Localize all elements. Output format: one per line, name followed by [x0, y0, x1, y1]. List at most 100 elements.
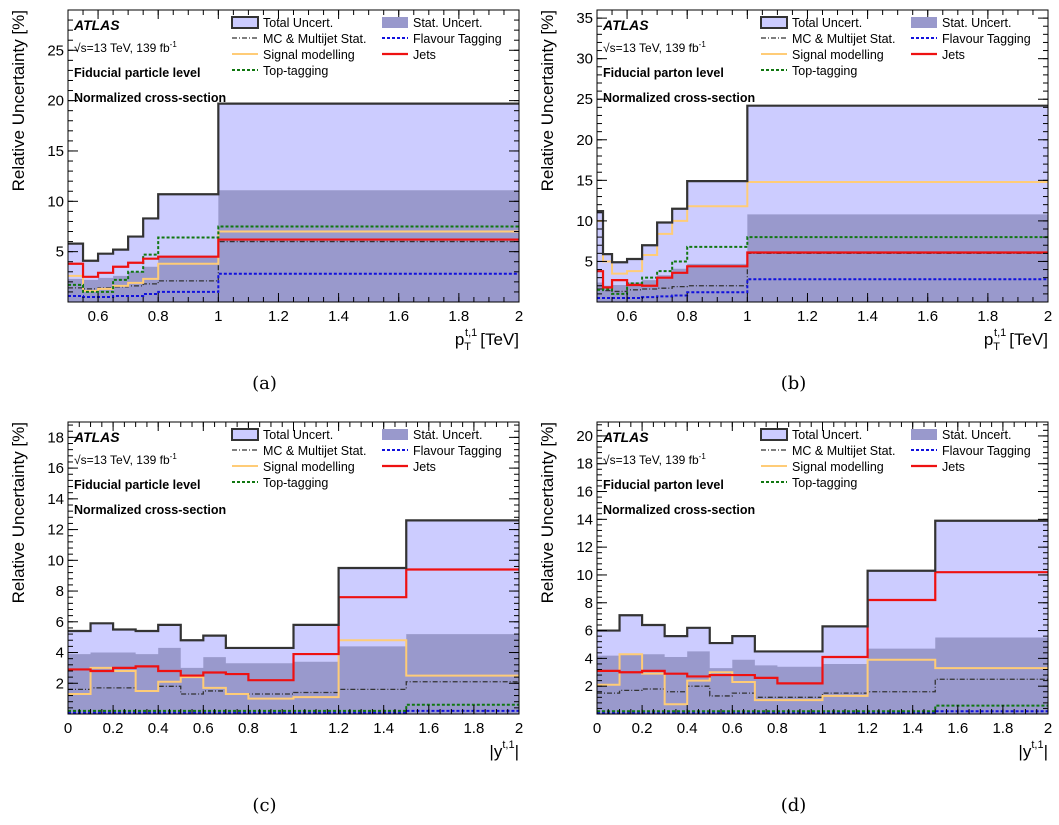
y-axis-label: Relative Uncertainty [%] [9, 10, 28, 191]
legend-label-jets: Jets [942, 460, 965, 474]
x-axis-label-unit: [TeV] [1009, 330, 1048, 349]
y-tick-label: 14 [576, 511, 593, 528]
panel-c: 0 0.2 0.4 0.6 0.8 1 1.2 1.4 1.6 1.8 2 2 4 6 8 10 12 14 16 1… [0, 412, 529, 824]
level-label: Fiducial parton level [603, 478, 724, 492]
y-tick-label: 5 [56, 244, 64, 261]
x-tick-label: 0.8 [148, 308, 169, 325]
legend-label-toptag: Top-tagging [792, 476, 857, 490]
legend-label-mc: MC & Multijet Stat. [263, 444, 367, 458]
x-tick-label: 2 [1044, 308, 1052, 325]
lumi-exponent: -1 [170, 452, 178, 461]
y-tick-label: 25 [576, 91, 593, 108]
y-tick-label: 8 [56, 583, 64, 600]
x-axis-label-main: |y [489, 742, 502, 761]
x-tick-label: 2 [515, 720, 523, 737]
x-tick-label: 1.8 [463, 720, 484, 737]
y-tick-label: 4 [56, 645, 64, 662]
legend-swatch-total [231, 428, 259, 441]
level-label: Fiducial particle level [74, 478, 200, 492]
legend-label-signal: Signal modelling [263, 48, 355, 62]
x-axis-label-sub: T [993, 341, 1000, 353]
x-tick-label: 1.4 [857, 308, 878, 325]
series-line-signal [68, 230, 519, 292]
x-tick-label: 0.6 [722, 720, 743, 737]
experiment-label: ATLAS [602, 429, 649, 445]
total-uncertainty-line [597, 519, 1048, 653]
experiment-label: ATLAS [73, 429, 120, 445]
y-tick-label: 20 [576, 132, 593, 149]
legend-label-mc: MC & Multijet Stat. [263, 32, 367, 46]
energy-lumi-label: √s=13 TeV, 139 fb-1 [603, 40, 706, 55]
x-axis-label: |yt,1| [489, 739, 519, 761]
y-tick-label: 15 [47, 143, 64, 160]
y-tick-label: 30 [576, 51, 593, 68]
legend-swatch-total [760, 428, 788, 441]
series-line-toptag [597, 236, 1048, 295]
y-tick-label: 2 [56, 675, 64, 692]
y-tick-label: 2 [585, 678, 593, 695]
y-tick-label: 4 [585, 650, 593, 667]
legend-swatch-total [760, 16, 788, 29]
legend-swatch-total [231, 16, 259, 29]
x-tick-label: 0.4 [677, 720, 698, 737]
lumi-exponent: -1 [170, 40, 178, 49]
chart-b: 0.6 0.8 1 1.2 1.4 1.6 1.8 25101520253035Relativ… [538, 9, 1052, 353]
x-tick-label: 0.8 [767, 720, 788, 737]
x-axis-label-unit: | [515, 742, 519, 761]
legend-label-flav: Flavour Tagging [942, 32, 1031, 46]
legend-swatch-stat [382, 429, 408, 440]
x-tick-label: 1 [818, 720, 826, 737]
series-line-jets [597, 251, 1048, 289]
normalization-label: Normalized cross-section [74, 503, 226, 517]
y-axis-label: Relative Uncertainty [%] [538, 10, 557, 191]
caption-a: (a) [252, 373, 277, 394]
y-tick-label: 6 [585, 623, 593, 640]
x-axis-label: pTt,1 [TeV] [455, 327, 519, 353]
legend-label-total: Total Uncert. [263, 16, 333, 30]
x-axis-label-unit: [TeV] [480, 330, 519, 349]
y-tick-label: 16 [47, 460, 64, 477]
series-line-signal [597, 653, 1048, 706]
legend-label-stat: Stat. Uncert. [413, 16, 482, 30]
legend-swatch-stat [382, 17, 408, 28]
x-tick-label: 1.4 [328, 308, 349, 325]
x-tick-label: 1.2 [268, 308, 289, 325]
y-tick-label: 18 [576, 456, 593, 473]
x-tick-label: 1 [214, 308, 222, 325]
x-axis-label-sub: T [464, 341, 471, 353]
x-axis-label: |yt,1| [1018, 739, 1048, 761]
x-tick-label: 0.2 [632, 720, 653, 737]
x-tick-label: 1.6 [917, 308, 938, 325]
legend-swatch-stat [911, 429, 937, 440]
y-tick-label: 10 [47, 193, 64, 210]
normalization-label: Normalized cross-section [603, 503, 755, 517]
energy-lumi-label: √s=13 TeV, 139 fb-1 [603, 452, 706, 467]
legend-label-toptag: Top-tagging [263, 476, 328, 490]
y-tick-label: 6 [56, 614, 64, 631]
level-label: Fiducial parton level [603, 66, 724, 80]
y-tick-label: 8 [585, 595, 593, 612]
x-tick-label: 2 [515, 308, 523, 325]
energy-lumi-text: √s=13 TeV, 139 fb [603, 41, 699, 55]
series-line-jets [68, 238, 519, 278]
x-axis-label-main: p [984, 330, 993, 349]
legend-label-total: Total Uncert. [792, 16, 862, 30]
series-line-jets [597, 571, 1048, 685]
y-tick-label: 20 [576, 428, 593, 445]
legend-label-jets: Jets [413, 460, 436, 474]
x-tick-label: 0.6 [88, 308, 109, 325]
x-axis-label-unit: | [1044, 742, 1048, 761]
x-tick-label: 1.8 [992, 720, 1013, 737]
y-tick-label: 18 [47, 429, 64, 446]
total-uncertainty-line [597, 104, 1048, 264]
legend-label-toptag: Top-tagging [263, 64, 328, 78]
experiment-label: ATLAS [602, 17, 649, 33]
normalization-label: Normalized cross-section [74, 91, 226, 105]
panel-a: 0.6 0.8 1 1.2 1.4 1.6 1.8 2 5 10 15 20 25 Relative Un… [0, 0, 529, 412]
x-tick-label: 1.8 [977, 308, 998, 325]
x-axis-label: pTt,1 [TeV] [984, 327, 1048, 353]
legend-label-total: Total Uncert. [263, 428, 333, 442]
level-label: Fiducial particle level [74, 66, 200, 80]
y-tick-label: 5 [585, 253, 593, 270]
